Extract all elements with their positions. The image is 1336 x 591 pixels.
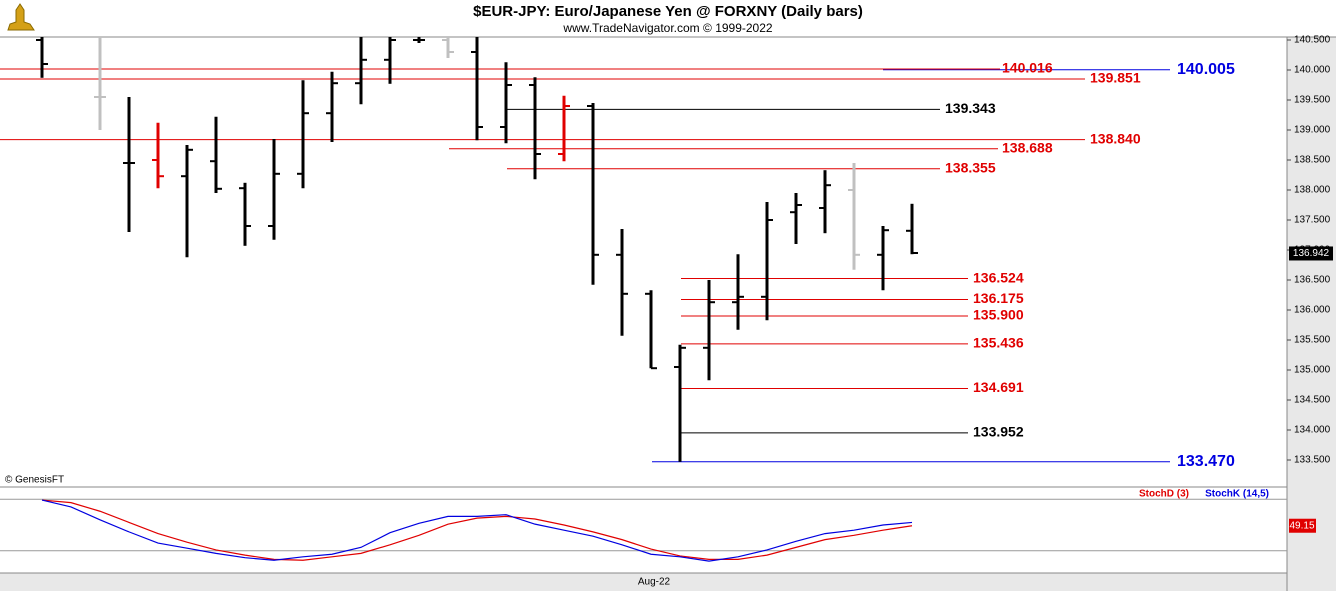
y-tick-label: 140.000 xyxy=(1294,65,1331,76)
y-tick-label: 135.000 xyxy=(1294,365,1331,376)
level-label: 140.016 xyxy=(1002,60,1053,76)
stoch-line xyxy=(41,499,913,562)
level-label: 136.524 xyxy=(973,269,1024,285)
level-label: 135.900 xyxy=(973,307,1024,323)
y-tick-label: 139.500 xyxy=(1294,95,1331,106)
y-tick-label: 139.000 xyxy=(1294,125,1331,136)
legend-entry: StochD (3) xyxy=(1139,489,1189,500)
y-tick-label: 138.500 xyxy=(1294,155,1331,166)
axis-strip xyxy=(1287,37,1336,591)
x-tick-label: Aug-22 xyxy=(638,577,671,588)
axis: 140.500 140.000 139.500 139.000 138.500 138.0… xyxy=(1287,35,1333,533)
level-label: 133.470 xyxy=(1177,453,1235,470)
level-label: 139.343 xyxy=(945,100,996,116)
stoch-panel: StochD (3) StochK (14,5) xyxy=(0,489,1287,562)
level-label: 133.952 xyxy=(973,424,1024,440)
y-tick-label: 134.000 xyxy=(1294,425,1331,436)
logo xyxy=(7,3,35,31)
x-axis-strip xyxy=(0,573,1287,591)
y-tick-label: 136.500 xyxy=(1294,275,1331,286)
price-panel: 140.005 140.016 139.851 139.343 138.840 138.6… xyxy=(0,37,1235,470)
chart-title: $EUR-JPY: Euro/Japanese Yen @ FORXNY (Da… xyxy=(473,3,863,20)
y-tick-label: 138.000 xyxy=(1294,185,1331,196)
level-label: 139.851 xyxy=(1090,70,1141,86)
level-label: 138.355 xyxy=(945,159,996,175)
level-label: 138.688 xyxy=(1002,139,1053,155)
value-box xyxy=(1289,518,1316,533)
level-label: 135.436 xyxy=(973,335,1024,351)
annotation: © GenesisFT xyxy=(5,475,64,486)
level-label: 136.175 xyxy=(973,290,1024,306)
chart-subtitle: www.TradeNavigator.com © 1999-2022 xyxy=(562,21,772,35)
value-label: 49.15 xyxy=(1289,520,1314,531)
y-tick-label: 140.500 xyxy=(1294,35,1331,46)
y-tick-label: 133.500 xyxy=(1294,455,1331,466)
y-tick-label: 137.500 xyxy=(1294,215,1331,226)
stoch-line xyxy=(41,499,913,561)
y-tick-label: 136.000 xyxy=(1294,305,1331,316)
level-label: 140.005 xyxy=(1177,61,1235,78)
last-price-label: 136.942 xyxy=(1293,248,1330,259)
last-price-box xyxy=(1289,246,1333,261)
legend-entry: StochK (14,5) xyxy=(1205,489,1269,500)
y-tick-label: 135.500 xyxy=(1294,335,1331,346)
y-tick-label: 134.500 xyxy=(1294,395,1331,406)
level-label: 134.691 xyxy=(973,379,1024,395)
level-label: 138.840 xyxy=(1090,130,1141,146)
